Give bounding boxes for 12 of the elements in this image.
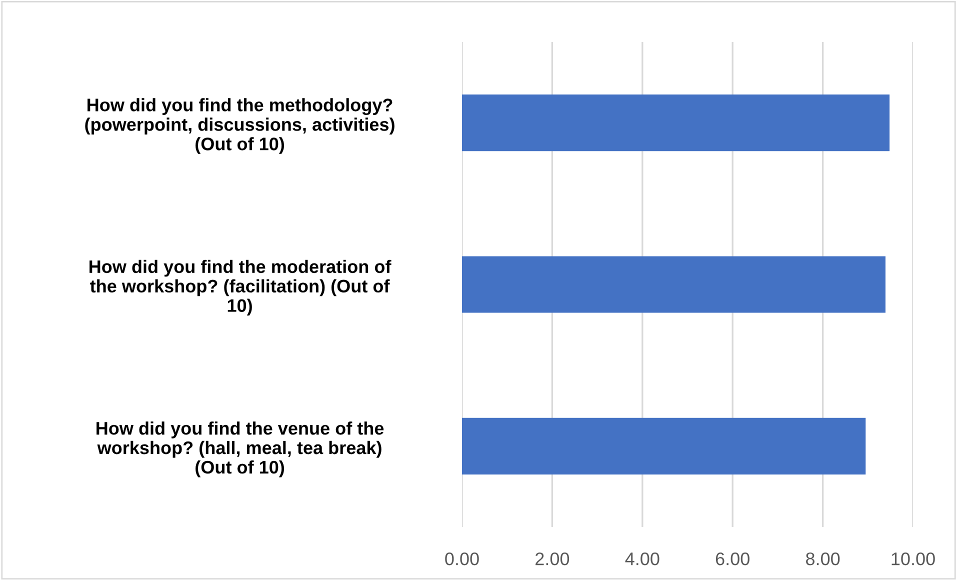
x-tick-label: 6.00 bbox=[716, 552, 750, 566]
y-tick-label: How did you find the methodology? (powerpoint, discussions, activities) (Out of 10) bbox=[85, 98, 394, 154]
x-tick-label: 10.00 bbox=[892, 552, 935, 566]
x-tick-label: 0.00 bbox=[445, 552, 479, 566]
y-tick-label: How did you find the venue of the workshop? (hall, meal, tea break) (Out of 10) bbox=[96, 421, 384, 478]
x-tick-label: 8.00 bbox=[806, 552, 840, 566]
x-tick-label: 4.00 bbox=[625, 552, 660, 566]
bar bbox=[462, 256, 886, 313]
bar bbox=[462, 94, 890, 152]
x-tick-label: 2.00 bbox=[536, 552, 570, 566]
y-tick-label: How did you find the moderation of the workshop? (facilitation) (Out of 10) bbox=[90, 260, 392, 316]
bar bbox=[462, 418, 866, 474]
